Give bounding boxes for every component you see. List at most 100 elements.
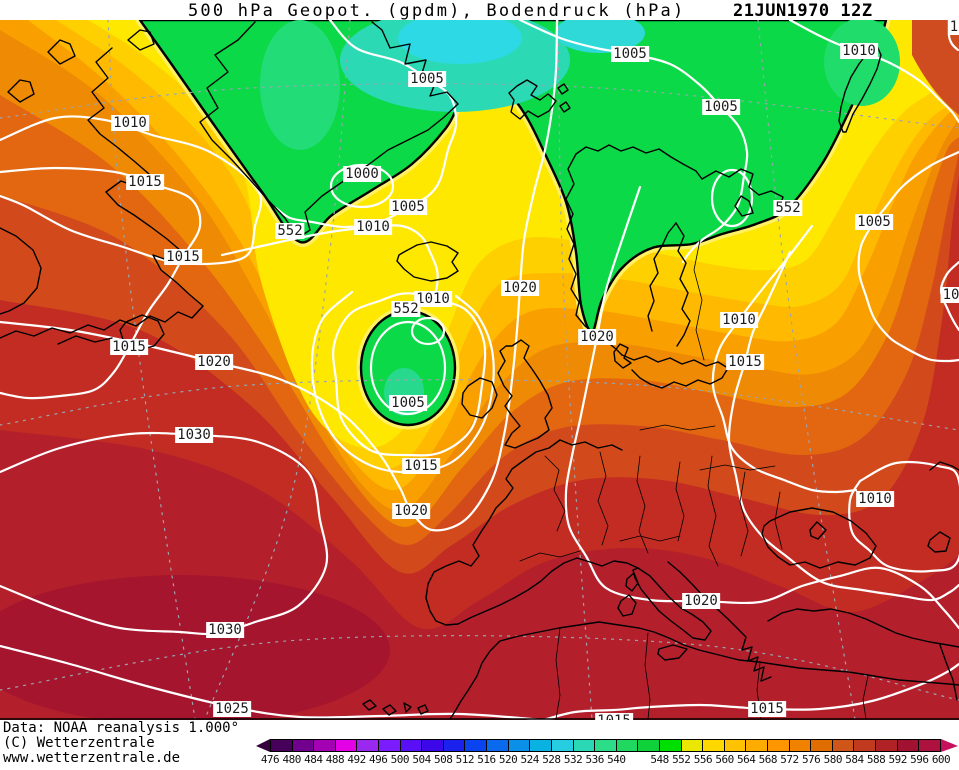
colorbar-label: 564	[737, 753, 756, 766]
colorbar-cell	[832, 740, 855, 751]
colorbar-cell	[746, 740, 769, 751]
colorbar-cell	[400, 740, 423, 751]
colorbar-right-arrow	[941, 739, 958, 752]
contour-label: 1010	[856, 491, 894, 507]
colorbar-cell	[551, 740, 574, 751]
colorbar-label: 536	[585, 753, 604, 766]
colorbar-cell	[638, 740, 660, 751]
footer-bar: Data: NOAA reanalysis 1.000° (C) Wetterz…	[0, 720, 959, 770]
contour-label: 1005	[611, 46, 649, 62]
colorbar-cell	[724, 740, 747, 751]
colorbar	[0, 739, 959, 753]
colorbar-label: 568	[758, 753, 778, 766]
colorbar-cell	[789, 740, 812, 751]
colorbar-label: 540	[607, 753, 626, 766]
contour-label: 1010	[840, 43, 878, 59]
contour-label: 1020	[392, 503, 430, 519]
colorbar-cell	[487, 740, 509, 751]
colorbar-label: 580	[823, 753, 843, 766]
contour-label: 1005	[408, 71, 446, 87]
map-canvas	[0, 20, 959, 720]
contour-label: 1010	[354, 219, 392, 235]
colorbar-cell	[292, 740, 315, 751]
colorbar-label: 476	[260, 753, 280, 766]
contour-label: 552	[391, 301, 421, 317]
contour-label: 1030	[206, 622, 244, 638]
colorbar-label: 552	[672, 753, 691, 766]
colorbar-label: 520	[498, 753, 518, 766]
title-bar: 500 hPa Geopot. (gpdm), Bodendruck (hPa)…	[0, 0, 959, 21]
colorbar-left-arrow	[256, 739, 270, 752]
colorbar-label: 584	[845, 753, 864, 766]
contour-label: 1010	[414, 291, 452, 307]
map-title: 500 hPa Geopot. (gpdm), Bodendruck (hPa)	[188, 1, 686, 21]
contour-label: 1025	[213, 701, 251, 717]
colorbar-label: 480	[282, 753, 301, 766]
colorbar-label: 488	[325, 753, 345, 766]
colorbar-label: 560	[715, 753, 734, 766]
colorbar-cell	[616, 740, 639, 751]
colorbar-label: 556	[693, 753, 713, 766]
colorbar-cell	[768, 740, 790, 751]
colorbar-label: 576	[801, 753, 821, 766]
colorbar-cell	[595, 740, 617, 751]
colorbar-label: 548	[650, 753, 669, 766]
colorbar-label: 504	[412, 753, 431, 766]
colorbar-cell	[335, 740, 358, 751]
contour-label: 1005	[389, 199, 427, 215]
colorbar-cell	[681, 740, 704, 751]
colorbar-cell	[573, 740, 596, 751]
colorbar-label: 492	[347, 753, 366, 766]
colorbar-label: 572	[780, 753, 799, 766]
colorbar-label: 592	[888, 753, 908, 766]
colorbar-label: 588	[866, 753, 886, 766]
colorbar-label: 512	[455, 753, 475, 766]
colorbar-cell	[876, 740, 898, 751]
map-datetime: 21JUN1970 12Z	[733, 1, 873, 21]
colorbar-label: 524	[520, 753, 540, 766]
contour-label: 1015	[726, 354, 764, 370]
colorbar-label: 528	[542, 753, 561, 766]
contour-label: 1000	[343, 166, 381, 182]
colorbar-cell	[443, 740, 466, 751]
contour-label: 1015	[110, 339, 148, 355]
contour-label: 1005	[389, 395, 427, 411]
colorbar-cell	[357, 740, 380, 751]
contour-label: 552	[773, 200, 803, 216]
colorbar-label: 500	[390, 753, 410, 766]
colorbar-label: 496	[369, 753, 388, 766]
contour-label: 1020	[501, 280, 539, 296]
colorbar-cell	[811, 740, 833, 751]
colorbar-cell	[897, 740, 920, 751]
colorbar-cell	[422, 740, 444, 751]
colorbar-cell	[919, 740, 941, 751]
colorbar-cell	[530, 740, 552, 751]
colorbar-cell	[465, 740, 488, 751]
contour-label: 1020	[195, 354, 233, 370]
colorbar-label: 596	[910, 753, 929, 766]
colorbar-label: 484	[304, 753, 323, 766]
contour-label: 1	[947, 19, 959, 35]
colorbar-labels: 476 480 484 488 492 496 500 504 508 512 516 520 524 5…	[0, 753, 959, 766]
contour-label: 1015	[402, 458, 440, 474]
colorbar-label: 600	[931, 753, 951, 766]
colorbar-cell	[270, 740, 293, 751]
contour-label: 1015	[126, 174, 164, 190]
colorbar-label: 516	[477, 753, 496, 766]
colorbar-cell	[854, 740, 877, 751]
contour-label: 1015	[164, 249, 202, 265]
contour-label: 1005	[702, 99, 740, 115]
colorbar-label: 508	[433, 753, 453, 766]
data-credits: Data: NOAA reanalysis 1.000° (C) Wetterz…	[3, 720, 240, 766]
contour-label: 10	[940, 287, 959, 303]
contour-label: 1005	[855, 214, 893, 230]
contour-label: 1010	[111, 115, 149, 131]
colorbar-cell	[379, 740, 401, 751]
contour-label: 552	[275, 223, 305, 239]
colorbar-cell	[314, 740, 336, 751]
colorbar-cell	[703, 740, 725, 751]
contour-label: 1010	[720, 312, 758, 328]
colorbar-label: 532	[563, 753, 583, 766]
colorbar-cells	[270, 739, 941, 752]
